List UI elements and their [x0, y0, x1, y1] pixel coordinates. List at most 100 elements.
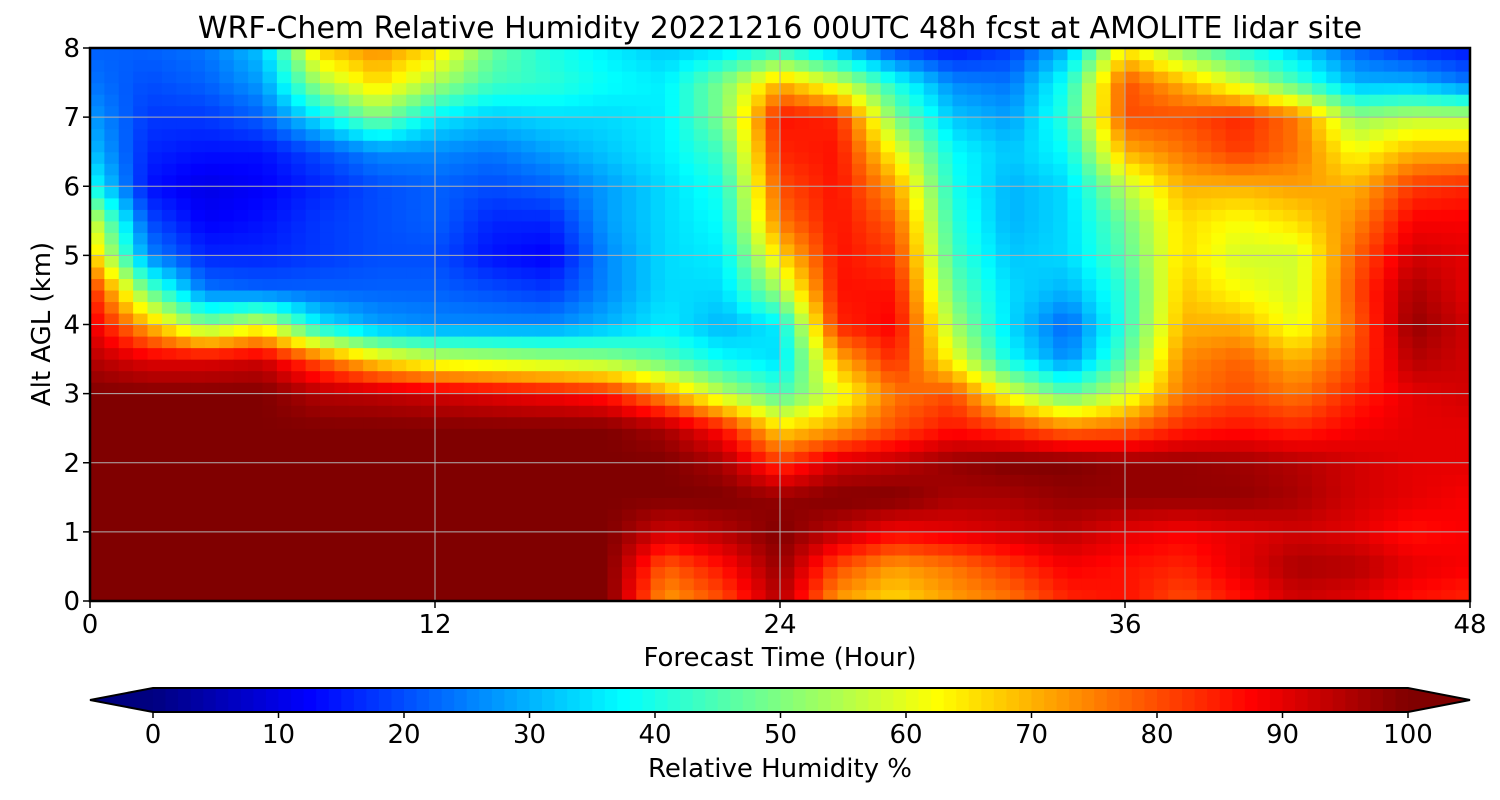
heatmap-cell	[966, 209, 982, 222]
heatmap-cell	[147, 508, 163, 521]
heatmap-cell	[1369, 278, 1385, 291]
heatmap-cell	[463, 382, 479, 395]
heatmap-cell	[1441, 174, 1457, 187]
heatmap-cell	[348, 416, 364, 429]
heatmap-cell	[1369, 451, 1385, 464]
heatmap-cell	[521, 485, 537, 498]
heatmap-cell	[506, 543, 522, 556]
heatmap-cell	[650, 508, 666, 521]
heatmap-cell	[492, 577, 508, 591]
heatmap-cell	[1268, 255, 1284, 268]
heatmap-cell	[1383, 174, 1399, 187]
heatmap-cell	[161, 382, 177, 395]
heatmap-cell	[1455, 128, 1470, 141]
heatmap-cell	[535, 416, 551, 429]
heatmap-cell	[377, 255, 393, 268]
heatmap-cell	[952, 94, 968, 107]
heatmap-cell	[463, 117, 479, 130]
heatmap-cell	[1038, 174, 1054, 187]
heatmap-cell	[1125, 289, 1140, 303]
heatmap-cell	[377, 163, 393, 176]
heatmap-cell	[665, 485, 680, 498]
heatmap-cell	[923, 324, 939, 337]
heatmap-cell	[765, 428, 781, 441]
heatmap-cell	[1355, 554, 1370, 568]
heatmap-cell	[248, 347, 264, 360]
heatmap-cell	[780, 82, 795, 95]
heatmap-cell	[938, 243, 954, 256]
heatmap-cell	[535, 82, 551, 95]
heatmap-cell	[1283, 462, 1299, 475]
heatmap-cell	[981, 554, 997, 568]
heatmap-cell	[851, 543, 867, 556]
heatmap-cell	[420, 347, 436, 360]
heatmap-cell	[665, 174, 680, 187]
heatmap-cell	[1038, 520, 1054, 533]
heatmap-cell	[1240, 278, 1255, 291]
heatmap-cell	[478, 266, 494, 280]
heatmap-cell	[636, 520, 652, 533]
heatmap-cell	[1110, 405, 1126, 418]
heatmap-cell	[693, 48, 709, 61]
heatmap-cell	[1081, 370, 1097, 383]
heatmap-cell	[708, 59, 724, 72]
x-axis-label: Forecast Time (Hour)	[643, 643, 916, 673]
heatmap-cell	[1355, 416, 1370, 429]
heatmap-cell	[736, 117, 752, 130]
heatmap-cell	[521, 520, 537, 533]
heatmap-cell	[981, 117, 997, 130]
heatmap-cell	[1168, 163, 1184, 176]
heatmap-cell	[506, 174, 522, 187]
heatmap-cell	[1010, 347, 1025, 360]
heatmap-cell	[1398, 71, 1414, 84]
heatmap-cell	[823, 220, 839, 233]
heatmap-cell	[1283, 439, 1299, 452]
heatmap-cell	[679, 255, 695, 268]
heatmap-cell	[420, 71, 436, 84]
heatmap-cell	[1125, 554, 1140, 568]
heatmap-cell	[521, 105, 537, 118]
heatmap-cell	[823, 462, 839, 475]
heatmap-cell	[1211, 416, 1227, 429]
heatmap-cell	[909, 428, 925, 441]
heatmap-cell	[1254, 543, 1270, 556]
heatmap-cell	[751, 577, 767, 591]
heatmap-cell	[1010, 370, 1025, 383]
heatmap-cell	[923, 577, 939, 591]
heatmap-cell	[880, 59, 896, 72]
heatmap-cell	[334, 278, 350, 291]
heatmap-cell	[1426, 71, 1442, 84]
heatmap-cell	[751, 278, 767, 291]
heatmap-cell	[1225, 151, 1241, 164]
heatmap-cell	[1038, 393, 1054, 406]
heatmap-cell	[1110, 324, 1126, 337]
heatmap-cell	[262, 186, 278, 199]
heatmap-cell	[133, 312, 149, 326]
heatmap-cell	[506, 474, 522, 487]
heatmap-cell	[1096, 243, 1112, 256]
heatmap-cell	[348, 393, 364, 406]
heatmap-cell	[190, 577, 206, 591]
heatmap-cell	[147, 266, 163, 280]
heatmap-cell	[1139, 589, 1155, 601]
heatmap-cell	[981, 312, 997, 326]
heatmap-cell	[765, 324, 781, 337]
heatmap-cell	[147, 94, 163, 107]
heatmap-cell	[1081, 117, 1097, 130]
heatmap-cell	[406, 197, 422, 210]
heatmap-cell	[593, 243, 609, 256]
heatmap-cell	[952, 209, 968, 222]
heatmap-cell	[1369, 543, 1385, 556]
y-tick-label: 7	[63, 103, 80, 133]
heatmap-cell	[348, 140, 364, 153]
heatmap-cell	[348, 485, 364, 498]
heatmap-cell	[909, 577, 925, 591]
heatmap-cell	[1168, 577, 1184, 591]
heatmap-cell	[1383, 451, 1399, 464]
heatmap-cell	[938, 393, 954, 406]
heatmap-cell	[262, 94, 278, 107]
heatmap-cell	[377, 117, 393, 130]
heatmap-cell	[751, 197, 767, 210]
heatmap-cell	[463, 174, 479, 187]
heatmap-cell	[147, 151, 163, 164]
